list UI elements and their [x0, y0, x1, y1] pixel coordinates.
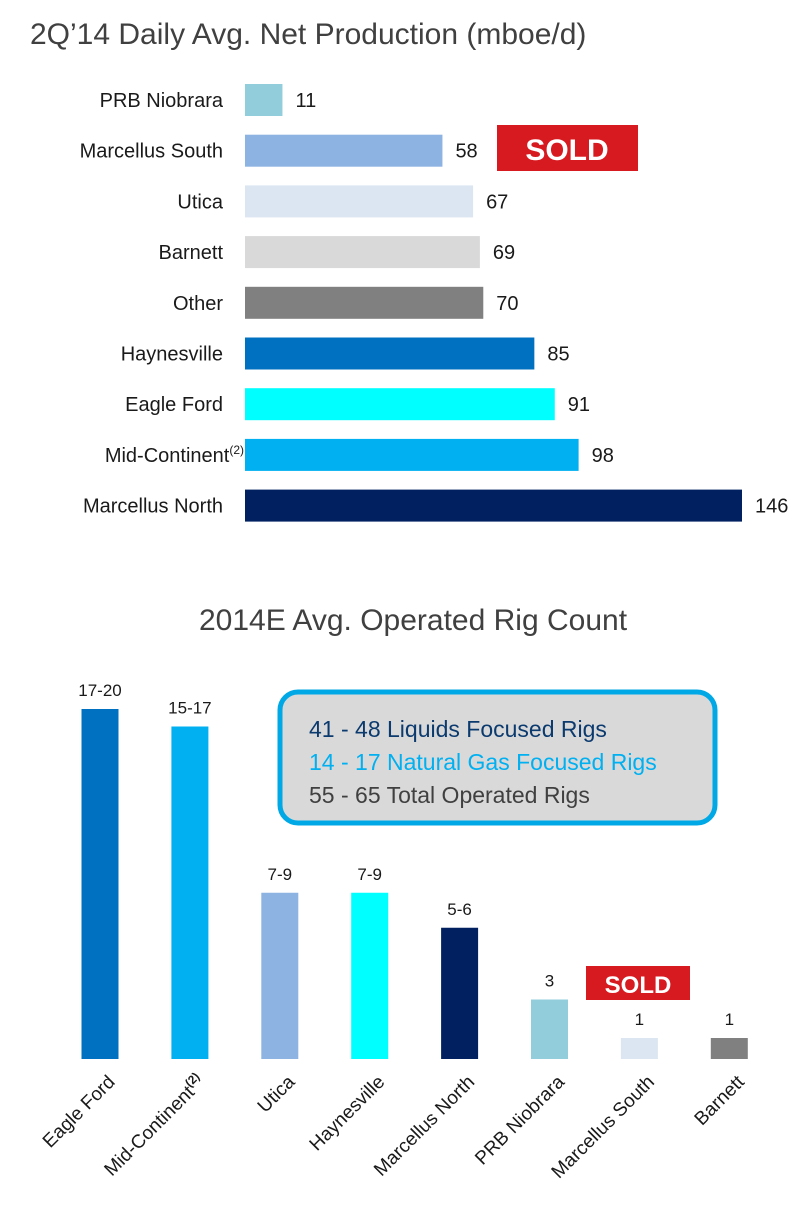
production-bars: PRB Niobrara 11 Marcellus South 58 Utica 67 Ba… [80, 84, 788, 522]
value-label-marcellus-north: 5-6 [447, 900, 472, 919]
bar-marcellus-north [441, 927, 479, 1059]
rig-summary-callout: 41 - 48 Liquids Focused Rigs 14 - 17 Nat… [277, 689, 718, 826]
category-label-utica: Utica [254, 1071, 300, 1117]
bar-mid-continent [245, 438, 579, 471]
bar-barnett [245, 236, 480, 269]
category-label-utica: Utica [177, 191, 223, 213]
category-label-marcellus-south: Marcellus South [80, 141, 223, 163]
rig-count-chart: 2014E Avg. Operated Rig Count 17-20 Eagle… [39, 604, 749, 1183]
callout-liquids-rigs: 41 - 48 Liquids Focused Rigs [309, 716, 607, 742]
bar-haynesville [351, 892, 389, 1059]
value-label-mid-continent: 15-17 [168, 699, 211, 718]
callout-total-rigs: 55 - 65 Total Operated Rigs [309, 782, 590, 808]
value-label-barnett: 69 [493, 242, 515, 264]
bar-marcellus-north [245, 489, 742, 522]
footnote-superscript: (2) [229, 443, 244, 457]
category-label-prb-niobrara: PRB Niobrara [471, 1071, 569, 1169]
bar-barnett [710, 1038, 748, 1059]
bar-utica [261, 892, 299, 1059]
value-label-prb-niobrara: 11 [295, 90, 316, 112]
sold-badge-background [586, 966, 690, 1000]
value-label-marcellus-south: 1 [635, 1010, 644, 1029]
category-label-mid-continent: Mid-Continent(2) [105, 443, 244, 467]
sold-badge-text: SOLD [525, 134, 608, 167]
category-label-eagle-ford: Eagle Ford [39, 1072, 120, 1153]
production-chart: 2Q’14 Daily Avg. Net Production (mboe/d)… [30, 18, 788, 522]
category-label-prb-niobrara: PRB Niobrara [100, 90, 224, 112]
sold-badge-production: SOLD [497, 125, 638, 171]
value-label-eagle-ford: 17-20 [78, 681, 121, 700]
rig-count-chart-title: 2014E Avg. Operated Rig Count [199, 604, 628, 637]
bar-eagle-ford [245, 388, 555, 421]
bar-utica [245, 185, 474, 218]
category-label-haynesville: Haynesville [121, 344, 223, 366]
bar-other [245, 286, 484, 319]
category-label-eagle-ford: Eagle Ford [125, 394, 223, 416]
callout-gas-rigs: 14 - 17 Natural Gas Focused Rigs [309, 749, 657, 775]
value-label-haynesville: 7-9 [357, 865, 382, 884]
bar-prb-niobrara [531, 999, 568, 1059]
value-label-utica: 67 [486, 191, 508, 213]
value-label-other: 70 [496, 293, 518, 315]
category-label-barnett: Barnett [159, 242, 224, 264]
bar-marcellus-south [620, 1038, 658, 1059]
category-label-barnett: Barnett [691, 1071, 750, 1130]
value-label-prb-niobrara: 3 [545, 972, 554, 991]
sold-badge-text: SOLD [605, 972, 672, 999]
footnote-superscript: (2) [182, 1070, 202, 1090]
sold-badge-rigs: SOLD [586, 966, 690, 1000]
value-label-marcellus-south: 58 [455, 141, 477, 163]
category-label-marcellus-north: Marcellus North [83, 496, 223, 518]
value-label-utica: 7-9 [268, 865, 293, 884]
value-label-mid-continent: 98 [592, 445, 614, 467]
value-label-eagle-ford: 91 [568, 394, 590, 416]
sold-badge-background [497, 125, 638, 171]
category-label-haynesville: Haynesville [306, 1072, 390, 1156]
value-label-barnett: 1 [725, 1010, 734, 1029]
production-chart-title: 2Q’14 Daily Avg. Net Production (mboe/d) [30, 18, 586, 51]
value-label-marcellus-north: 146 [755, 496, 788, 518]
bar-haynesville [245, 337, 535, 370]
bar-marcellus-south [245, 134, 443, 167]
bar-mid-continent [171, 726, 209, 1059]
callout-box [277, 689, 718, 826]
bar-prb-niobrara [245, 84, 283, 116]
category-label-other: Other [173, 293, 223, 315]
value-label-haynesville: 85 [547, 344, 569, 366]
bar-eagle-ford [81, 709, 119, 1059]
